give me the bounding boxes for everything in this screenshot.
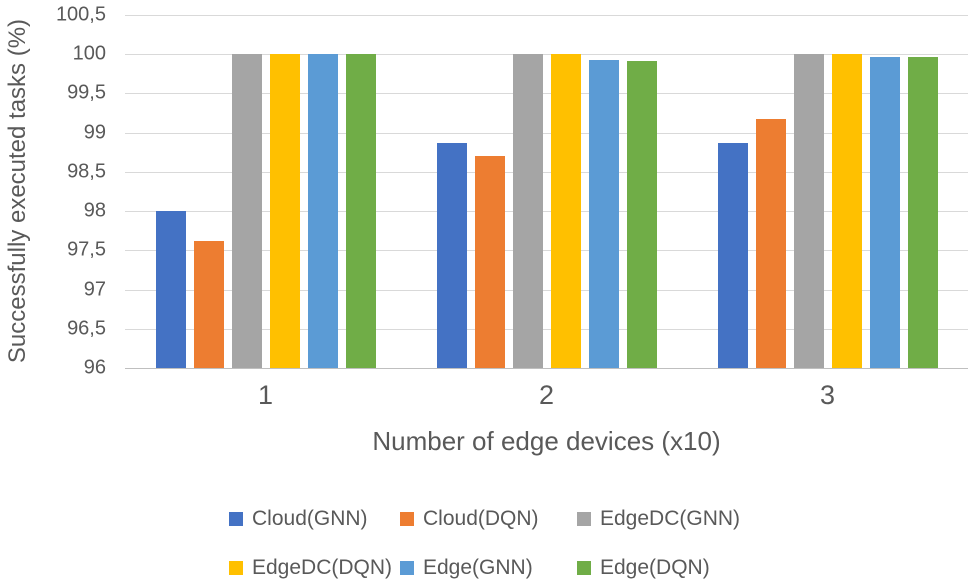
- bar-edgedc-dqn-x3: [831, 54, 862, 368]
- bar-cloud-dqn-x1: [193, 240, 224, 368]
- legend-item-edgedc-gnn: EdgeDC(GNN): [577, 506, 740, 532]
- bar-cloud-gnn-x3: [717, 142, 748, 368]
- y-tick-label: 99,5: [67, 81, 106, 104]
- legend-item-edge-dqn: Edge(DQN): [577, 555, 710, 581]
- gridline: [125, 250, 968, 252]
- y-tick-label: 96: [83, 356, 106, 379]
- gridline: [125, 289, 968, 291]
- gridline: [125, 171, 968, 173]
- x-tick-label: 3: [819, 380, 836, 410]
- legend-label: Cloud(GNN): [252, 507, 368, 530]
- legend-label: EdgeDC(DQN): [252, 556, 393, 579]
- gridline: [125, 328, 968, 330]
- bar-cloud-dqn-x2: [474, 156, 505, 368]
- x-axis-tick-labels: 1 2 3: [125, 380, 968, 412]
- bar-edge-gnn-x3: [869, 56, 900, 368]
- y-tick-label: 96,5: [67, 317, 106, 340]
- y-tick-label: 98,5: [67, 160, 106, 183]
- x-tick-label: 1: [257, 380, 274, 410]
- legend-swatch-icon: [400, 561, 414, 575]
- bar-edge-dqn-x1: [345, 54, 376, 368]
- bar-edgedc-gnn-x2: [512, 54, 543, 368]
- bar-edge-gnn-x1: [307, 54, 338, 368]
- legend-item-cloud-dqn: Cloud(DQN): [400, 506, 539, 532]
- legend-swatch-icon: [577, 512, 591, 526]
- chart-legend: Cloud(GNN) Cloud(DQN) EdgeDC(GNN) EdgeDC(DQ…: [229, 506, 789, 584]
- gridline: [125, 93, 968, 95]
- gridline: [125, 211, 968, 213]
- gridline: [125, 54, 968, 56]
- legend-item-edge-gnn: Edge(GNN): [400, 555, 533, 581]
- y-tick-label: 99: [83, 121, 106, 144]
- y-tick-label: 100,5: [55, 3, 106, 26]
- y-axis-tick-labels: 100,5 100 99,5 99 98,5 98 97,5 97 96,5 96: [28, 4, 106, 379]
- bar-cloud-gnn-x1: [155, 211, 186, 368]
- y-tick-label: 97: [83, 278, 106, 301]
- x-axis-line: [125, 368, 968, 369]
- x-tick-label: 2: [538, 380, 555, 410]
- bar-edgedc-dqn-x2: [550, 54, 581, 368]
- legend-item-cloud-gnn: Cloud(GNN): [229, 506, 368, 532]
- legend-item-edgedc-dqn: EdgeDC(DQN): [229, 555, 392, 581]
- legend-label: Edge(DQN): [600, 556, 710, 579]
- x-axis-title: Number of edge devices (x10): [372, 426, 721, 456]
- legend-swatch-icon: [229, 561, 243, 575]
- legend-swatch-icon: [229, 512, 243, 526]
- bar-edge-gnn-x2: [588, 59, 619, 368]
- y-tick-label: 100: [72, 42, 106, 65]
- bar-edgedc-gnn-x3: [793, 54, 824, 368]
- legend-label: Edge(GNN): [423, 556, 533, 579]
- bar-edge-dqn-x2: [626, 61, 657, 368]
- bar-cloud-dqn-x3: [755, 119, 786, 368]
- y-tick-label: 97,5: [67, 238, 106, 261]
- legend-label: Cloud(DQN): [423, 507, 539, 530]
- legend-swatch-icon: [400, 512, 414, 526]
- plot-area: [125, 15, 968, 369]
- bar-edgedc-dqn-x1: [269, 54, 300, 368]
- legend-label: EdgeDC(GNN): [600, 507, 741, 530]
- bar-cloud-gnn-x2: [436, 142, 467, 368]
- gridline: [125, 132, 968, 134]
- gridline: [125, 15, 968, 16]
- legend-swatch-icon: [577, 561, 591, 575]
- bar-edgedc-gnn-x1: [231, 54, 262, 368]
- y-tick-label: 98: [83, 199, 106, 222]
- bar-edge-dqn-x3: [907, 57, 938, 368]
